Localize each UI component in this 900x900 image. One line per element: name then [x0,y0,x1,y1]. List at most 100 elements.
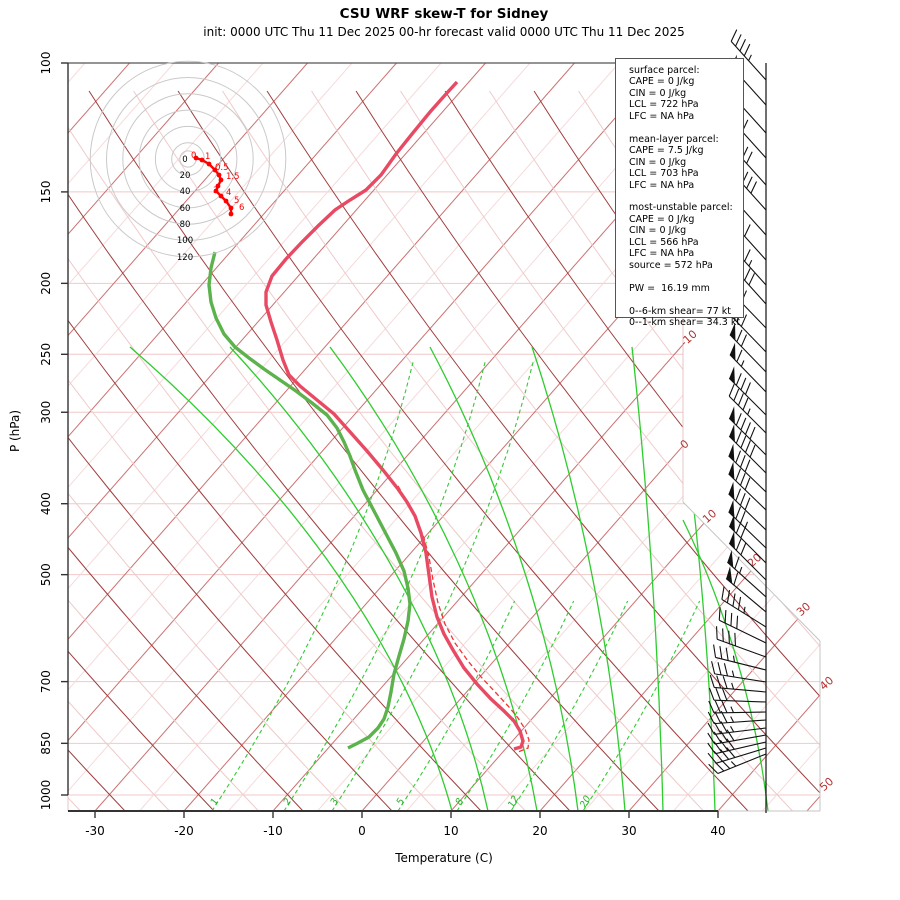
info-box-line: 0--1-km shear= 34.3 kt [629,316,741,328]
x-tick-label: 40 [710,824,725,838]
hodograph-height-label: 0.5 [215,163,229,173]
mixing-ratio-label: 8 [454,797,467,808]
y-tick-label: 150 [39,180,53,203]
info-box-line: CIN = 0 J/kg [629,156,687,168]
wind-barb [729,342,767,393]
wind-barb [711,661,767,683]
hodograph-height-label: 1.5 [226,172,240,182]
y-tick-label: 200 [39,272,53,295]
info-box-line: LCL = 722 hPa [629,99,699,111]
wind-barb [718,607,767,644]
hodograph-ring-label: 100 [177,236,193,246]
hodograph-ring-label: 80 [180,220,191,230]
wind-barb [728,424,767,474]
hodograph-ring-label: 60 [180,204,191,214]
hodograph-height-label: 3 [213,186,218,196]
page-title: CSU WRF skew-T for Sidney [339,6,549,22]
info-box-line: LCL = 703 hPa [629,168,699,180]
x-tick-label: 20 [532,824,547,838]
wind-barb [707,729,767,745]
y-tick-label: 400 [39,492,53,515]
wind-barb [728,384,767,434]
x-tick-label: 0 [358,824,366,838]
x-tick-label: -20 [174,824,194,838]
info-box-line: surface parcel: [629,65,700,76]
hodograph-height-label: 5 [234,196,239,206]
parcel-info-box: surface parcel: CAPE = 0 J/kg CIN = 0 J/kg… [615,58,744,328]
hodograph-ring-label: 120 [177,253,193,263]
sounding-curves [207,80,530,753]
hodograph-ring-label: 0 [182,155,187,165]
info-box-line: mean-layer parcel: [629,133,719,145]
wind-barb [707,721,767,735]
wind-barb [707,738,767,755]
mixing-ratio-label: 3 [329,797,342,808]
wind-barb [709,674,767,693]
x-tick-label: -30 [85,824,105,838]
wind-barb [729,322,767,373]
axes-layer: -30 -20 -10 0 10 20 30 401001502002503004005007… [39,52,836,838]
hodograph-height-label: 4 [226,188,231,198]
mixing-ratio-label: 12 [506,794,521,810]
hodograph-height-label: 1 [205,152,210,162]
mixing-ratio-label: 1 [209,797,222,808]
info-box-line: source = 572 hPa [629,259,713,271]
gridlines-layer [68,63,820,811]
info-box-line: CAPE = 0 J/kg [629,76,695,88]
y-tick-label: 250 [39,343,53,366]
isotherm-label: -10 [678,328,700,350]
mixing-ratio-label: 20 [578,794,593,810]
wind-barb [730,29,767,81]
info-box-line: CAPE = 7.5 J/kg [629,145,704,157]
wind-barb [728,406,767,456]
wind-barb [726,549,767,598]
info-box-line: 0--6-km shear= 77 kt [629,305,732,317]
wind-barb [721,586,767,628]
wind-barb [708,687,767,703]
wind-barb [728,514,767,564]
wind-barb [728,461,767,511]
info-box-line: CIN = 0 J/kg [629,225,687,237]
y-tick-label: 1000 [39,780,53,811]
wind-barb [708,753,767,774]
wind-barb [707,710,767,725]
x-tick-label: 30 [621,824,636,838]
wind-barb [715,626,767,658]
y-tick-label: 850 [39,732,53,755]
info-box-line [629,122,743,133]
y-tick-label: 100 [39,52,53,75]
info-box-line: LFC = NA hPa [629,110,695,122]
info-box-line: LCL = 566 hPa [629,236,699,248]
info-box-line: LFC = NA hPa [629,179,695,191]
wind-barb [728,443,767,493]
wind-barb [725,566,767,613]
wind-barb [728,531,767,581]
hodograph-height-label: 6 [239,203,244,213]
info-box-line: most-unstable parcel: [629,202,733,214]
isotherm-label: 20 [745,551,764,570]
hodograph-ring-label: 40 [180,187,191,197]
x-tick-label: 10 [443,824,458,838]
hodograph-ring-label: 20 [180,171,191,181]
y-tick-label: 500 [39,563,53,586]
wind-barb [713,644,767,671]
y-tick-label: 700 [39,670,53,693]
y-axis-label: P (hPa) [8,409,22,453]
info-box-line: LFC = NA hPa [629,248,695,260]
info-box-line: CAPE = 0 J/kg [629,213,695,225]
page-subtitle: init: 0000 UTC Thu 11 Dec 2025 00-hr for… [203,25,685,39]
wind-barb [707,747,767,764]
isotherm-label: 10 [700,507,719,526]
mixing-ratio-label: 2 [282,797,295,808]
info-box-line [629,271,743,282]
wind-barb [728,481,767,531]
info-box-line [629,294,743,305]
x-axis-label: Temperature (C) [395,851,493,865]
info-box-line: CIN = 0 J/kg [629,87,687,99]
info-box-line [629,191,743,202]
mixing-ratio-label: 5 [395,797,408,808]
info-box-line: PW = 16.19 mm [629,282,710,294]
x-tick-label: -10 [263,824,283,838]
